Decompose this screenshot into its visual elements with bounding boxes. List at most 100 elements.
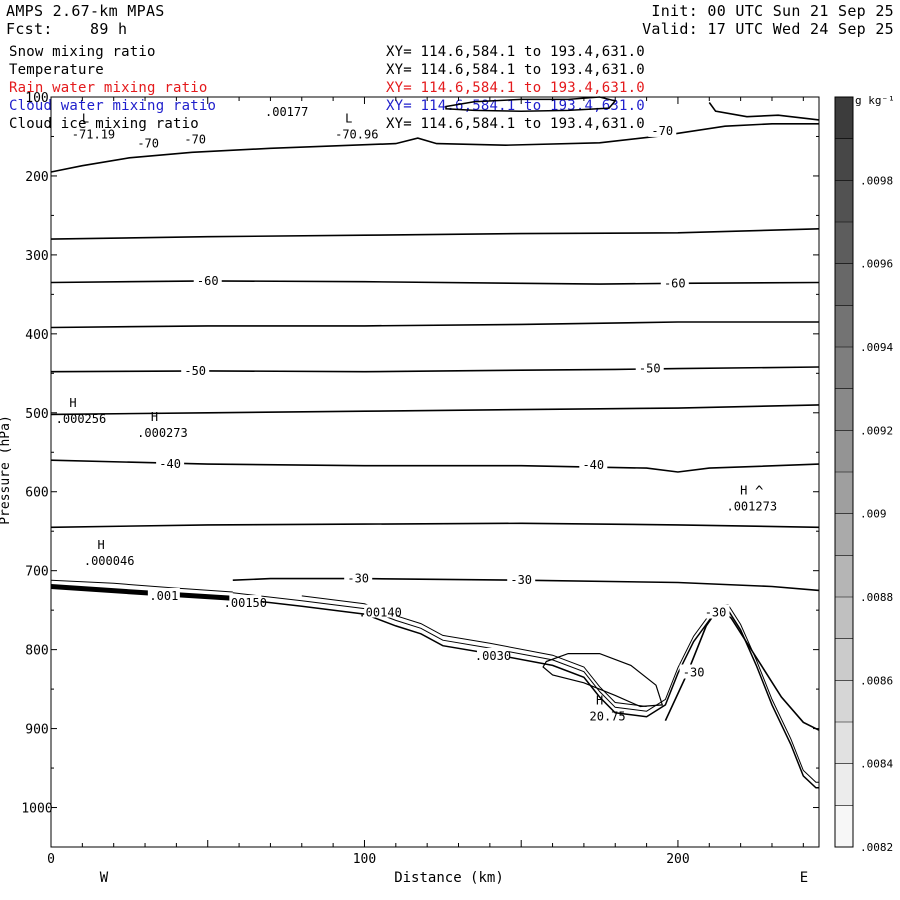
contour-label-bg	[579, 456, 608, 471]
x-tick-label: 200	[666, 852, 689, 867]
y-tick-label: 700	[25, 565, 48, 580]
contour-label-bg	[181, 131, 210, 146]
temperature-contour	[50, 404, 820, 416]
top-cloud-label: .00177	[265, 105, 308, 119]
colorbar-swatch	[835, 805, 853, 848]
field-name-cloud-water: Cloud water mixing ratio	[9, 98, 217, 114]
contour-label: -60	[197, 274, 219, 288]
contour-label-bg	[344, 570, 373, 585]
contour-label: -40	[582, 458, 604, 472]
plot-frame	[50, 96, 820, 848]
cloud-contour-lower	[232, 592, 819, 783]
cloud-label-bg	[229, 595, 262, 609]
contour-label-bg	[181, 362, 210, 377]
y-tick-label: 500	[25, 407, 48, 422]
field-name-rain: Rain water mixing ratio	[9, 80, 208, 96]
colorbar-swatch	[835, 763, 853, 806]
contour-label: -40	[159, 457, 181, 471]
contour-label-bg	[660, 275, 689, 290]
west-label: W	[100, 870, 109, 886]
extremum-type: H	[740, 483, 747, 497]
contour-label: -70	[137, 137, 159, 151]
contour-label: -70	[651, 124, 673, 138]
colorbar-swatch	[835, 680, 853, 723]
colorbar: .0098 .0096 .0094 .0092 .009 .0088 .0086 .0084.…	[834, 96, 893, 854]
y-tick-label: 800	[25, 644, 48, 659]
extremum-type: H	[596, 693, 603, 707]
colorbar-label: .0094	[860, 341, 893, 354]
cloud-label-bg	[476, 647, 509, 661]
contour-label-bg	[635, 360, 664, 375]
colorbar-units: g kg⁻¹	[855, 94, 895, 107]
y-tick-label: 300	[25, 249, 48, 264]
field-xy-temperature: XY= 114.6,584.1 to 193.4,631.0	[386, 62, 645, 78]
cloud-contour-label: .00150	[224, 596, 267, 610]
extremum-value: .000273	[137, 426, 188, 440]
upper-right-marker: ^	[755, 484, 763, 500]
cloud-contour-label: .00140	[358, 606, 401, 620]
contour-label-bg	[156, 456, 185, 471]
x-tick-label: 100	[353, 852, 376, 867]
contour-label-bg	[679, 664, 708, 679]
temperature-contour	[50, 228, 820, 240]
east-label: E	[800, 870, 808, 886]
cloud-label-bg	[364, 604, 397, 618]
colorbar-swatch	[835, 138, 853, 181]
colorbar-swatch	[835, 222, 853, 265]
y-tick-label: 900	[25, 723, 48, 738]
y-axis-title: Pressure (hPa)	[0, 415, 13, 525]
extremum-type: L	[82, 112, 89, 126]
field-name-cloud-ice: Cloud ice mixing ratio	[9, 116, 199, 132]
cloud-label-bg	[147, 587, 180, 601]
colorbar-swatch	[835, 638, 853, 681]
colorbar-label: .0086	[860, 674, 893, 687]
colorbar-label: .0092	[860, 424, 893, 437]
cloud-contour-label: .0030	[475, 649, 511, 663]
y-tick-label: 100	[25, 91, 48, 106]
forecast-value: 89 h	[89, 20, 128, 38]
temperature-contour	[50, 366, 820, 373]
field-xy-cloud-ice: XY= 114.6,584.1 to 193.4,631.0	[386, 116, 645, 132]
contour-labels: -70 -70 -70 -60 -60 -50 -50 -40 -40 -30 -30 -30 -30 L…	[56, 112, 777, 724]
init-time: Init: 00 UTC Sun 21 Sep 25	[651, 2, 894, 20]
contour-label: -50	[184, 364, 206, 378]
colorbar-swatch	[835, 180, 853, 223]
colorbar-swatch	[835, 305, 853, 348]
terrain-layer	[50, 96, 819, 789]
valid-time: Valid: 17 UTC Wed 24 Sep 25	[642, 20, 894, 38]
contour-label: -60	[664, 276, 686, 290]
contour-label-bg	[701, 604, 730, 619]
contour-label: -50	[639, 362, 661, 376]
contour-label-bg	[507, 572, 536, 587]
extremum-value: .000046	[84, 554, 135, 568]
colorbar-label: .009	[860, 508, 887, 521]
contour-label-bg	[134, 135, 163, 150]
temperature-contour	[50, 321, 819, 329]
colorbar-swatch	[835, 430, 853, 473]
colorbar-label: .0082	[860, 841, 893, 854]
forecast-hour: Fcst: 89 h	[6, 21, 127, 38]
extremum-value: .000256	[56, 412, 107, 426]
colorbar-swatch	[835, 722, 853, 765]
y-tick-label: 400	[25, 328, 48, 343]
colorbar-swatch	[835, 97, 853, 140]
extremum-type: H	[98, 538, 105, 552]
extremum-type: L	[345, 112, 352, 126]
temperature-contour	[50, 280, 820, 285]
temperature-contour	[50, 522, 820, 529]
contour-label: -70	[184, 133, 206, 147]
field-name-temperature: Temperature	[9, 62, 104, 78]
cloud-contour-label: .001	[149, 589, 178, 603]
extremum-value: .001273	[726, 499, 777, 513]
extremum-value: 20.75	[590, 709, 626, 723]
extremum-value: -70.96	[335, 128, 378, 142]
colorbar-label: .0096	[860, 258, 893, 271]
extremum-type: H	[69, 396, 76, 410]
extremum-type: H	[151, 410, 158, 424]
contour-label: -30	[510, 573, 532, 587]
y-tick-label: 600	[25, 486, 48, 501]
temperature-contour	[664, 606, 820, 731]
colorbar-swatch	[835, 513, 853, 556]
model-title: AMPS 2.67-km MPAS	[6, 2, 165, 20]
